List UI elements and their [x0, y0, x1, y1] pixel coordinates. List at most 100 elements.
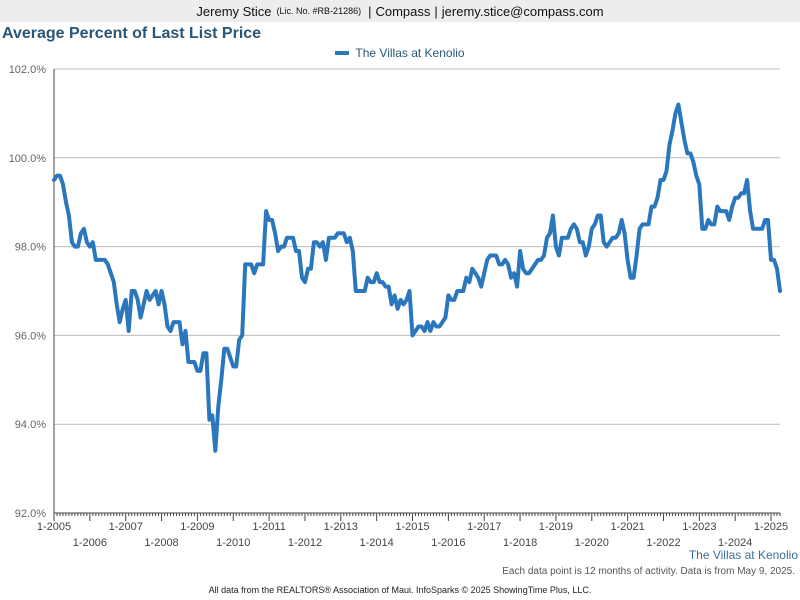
data-point	[396, 307, 400, 311]
x-tick-label: 1-2018	[503, 537, 537, 549]
data-point	[766, 218, 770, 222]
y-tick-label: 102.0%	[9, 64, 47, 76]
data-point	[539, 258, 543, 262]
data-point	[452, 298, 456, 302]
chart-title: Average Percent of Last List Price	[2, 25, 262, 42]
data-point	[366, 276, 370, 280]
data-point	[742, 191, 746, 195]
data-point	[521, 267, 525, 271]
data-point	[399, 298, 403, 302]
data-point	[148, 298, 152, 302]
data-point	[393, 293, 397, 297]
data-point	[446, 293, 450, 297]
y-tick-label: 100.0%	[9, 153, 47, 165]
data-point	[273, 231, 277, 235]
header-separator: |	[434, 3, 438, 19]
data-point	[554, 245, 558, 249]
data-point	[736, 196, 740, 200]
data-point	[673, 111, 677, 115]
data-point	[509, 276, 513, 280]
data-point	[381, 280, 385, 284]
y-axis-ticks: 92.0% 94.0% 96.0% 98.0% 100.0% 102.0%	[9, 64, 47, 520]
data-point	[402, 302, 406, 306]
data-point	[422, 329, 426, 333]
data-point	[300, 276, 304, 280]
data-point	[587, 245, 591, 249]
data-point	[679, 120, 683, 124]
data-point	[608, 240, 612, 244]
y-tick-label: 96.0%	[15, 330, 46, 342]
license-number: (Lic. No. #RB-21286)	[276, 6, 362, 16]
data-point	[515, 285, 519, 289]
data-point	[572, 222, 576, 226]
data-point	[638, 227, 642, 231]
data-point	[626, 258, 630, 262]
data-point	[482, 271, 486, 275]
data-point	[166, 325, 170, 329]
data-point	[210, 413, 214, 417]
x-tick-label: 1-2022	[646, 537, 680, 549]
data-point	[318, 245, 322, 249]
brokerage-name: Compass	[375, 3, 431, 19]
data-point	[103, 258, 107, 262]
data-point	[653, 205, 657, 209]
data-point	[115, 302, 119, 306]
data-point	[85, 240, 89, 244]
data-point	[225, 347, 229, 351]
data-point	[715, 205, 719, 209]
data-point	[160, 289, 164, 293]
y-tick-label: 94.0%	[15, 419, 46, 431]
data-point	[408, 289, 412, 293]
data-point	[270, 218, 274, 222]
data-point	[351, 249, 355, 253]
data-point	[261, 262, 265, 266]
series-footer-label: The Villas at Kenolio	[688, 548, 798, 562]
data-point	[656, 196, 660, 200]
data-point	[345, 240, 349, 244]
data-point	[694, 174, 698, 178]
data-point	[425, 320, 429, 324]
x-tick-label: 1-2021	[610, 521, 644, 533]
data-point	[682, 138, 686, 142]
data-point	[219, 378, 223, 382]
data-point	[112, 280, 116, 284]
data-point	[324, 258, 328, 262]
data-point	[703, 227, 707, 231]
x-tick-label: 1-2015	[395, 521, 429, 533]
data-point	[772, 258, 776, 262]
x-tick-label: 1-2016	[431, 537, 465, 549]
data-point	[198, 369, 202, 373]
x-tick-label: 1-2023	[682, 521, 716, 533]
data-point	[390, 302, 394, 306]
data-point	[667, 142, 671, 146]
data-point	[476, 276, 480, 280]
data-point	[548, 231, 552, 235]
data-point	[61, 182, 65, 186]
data-point	[216, 404, 220, 408]
chart-legend[interactable]: The Villas at Kenolio	[0, 46, 800, 60]
data-point	[593, 222, 597, 226]
data-point	[590, 227, 594, 231]
agent-email[interactable]: jeremy.stice@compass.com	[441, 3, 604, 19]
data-point	[518, 249, 522, 253]
data-point	[249, 262, 253, 266]
data-point	[470, 267, 474, 271]
data-point	[431, 320, 435, 324]
data-point	[778, 289, 782, 293]
x-tick-label: 1-2020	[575, 537, 609, 549]
x-tick-label: 1-2024	[718, 537, 752, 549]
data-point	[688, 151, 692, 155]
data-point	[664, 169, 668, 173]
data-point	[157, 302, 161, 306]
data-point	[599, 214, 603, 218]
data-point	[291, 236, 295, 240]
data-point	[282, 245, 286, 249]
data-point	[566, 236, 570, 240]
x-tick-label: 1-2017	[467, 521, 501, 533]
data-point	[712, 222, 716, 226]
header-separator: |	[368, 3, 372, 19]
data-point	[494, 253, 498, 257]
agent-header-bar: Jeremy Stice (Lic. No. #RB-21286) | Comp…	[0, 0, 800, 22]
data-point	[575, 227, 579, 231]
data-point	[183, 329, 187, 333]
